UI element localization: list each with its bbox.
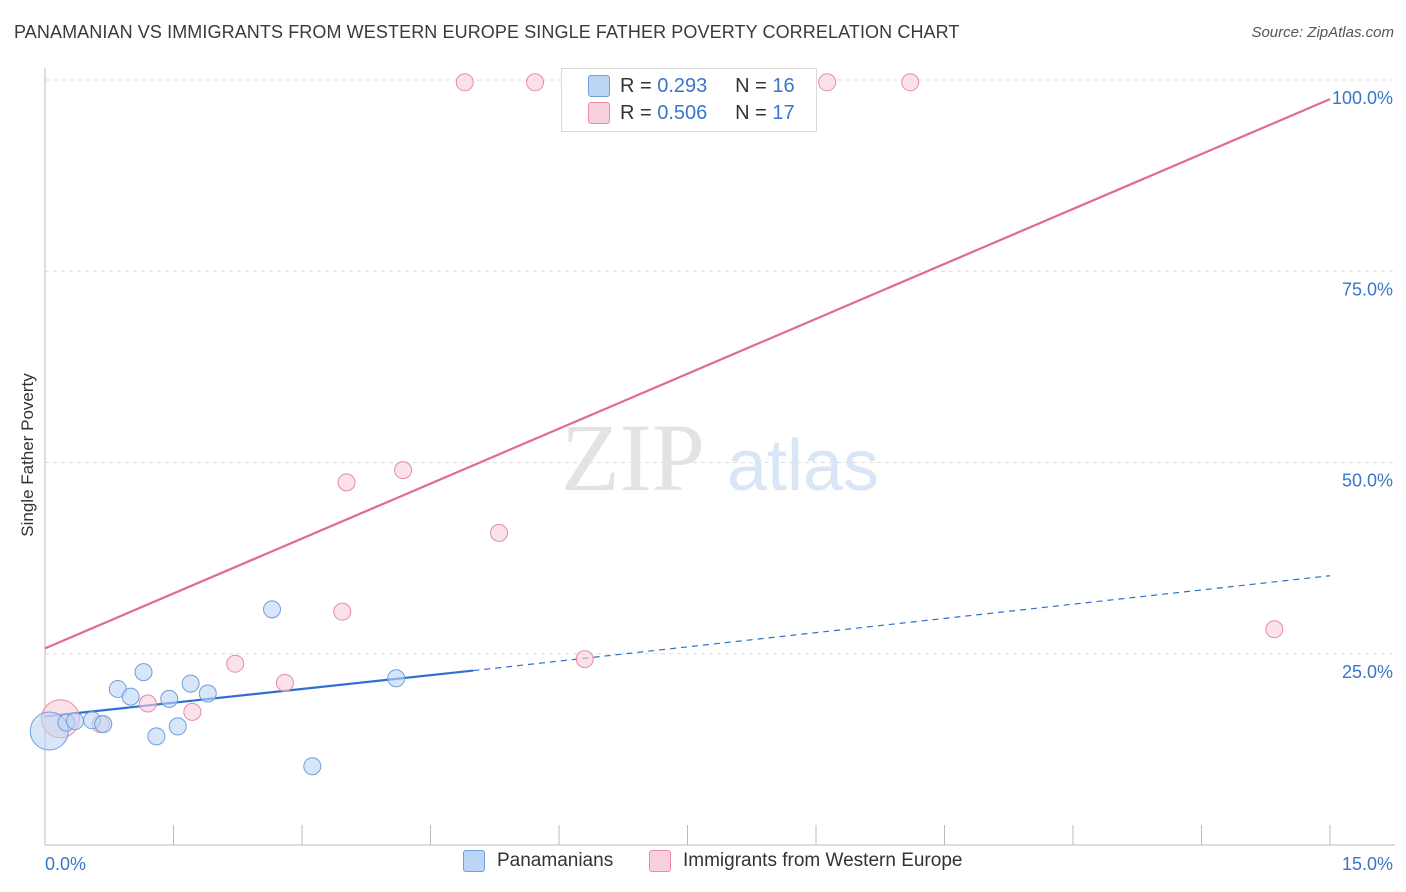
blue-data-point bbox=[181, 674, 200, 693]
x-tick-label: 15.0% bbox=[1342, 854, 1393, 874]
pink-data-point bbox=[575, 650, 594, 669]
chart-title: PANAMANIAN VS IMMIGRANTS FROM WESTERN EU… bbox=[14, 22, 960, 42]
y-tick-label: 50.0% bbox=[1342, 471, 1393, 491]
pink-data-point bbox=[490, 523, 509, 542]
legend-r-value: 0.293 bbox=[657, 74, 708, 97]
pink-data-point bbox=[1265, 620, 1284, 639]
legend-n-label: N = bbox=[735, 74, 767, 97]
correlation-legend: R = 0.293 N = 16 R = 0.506 N = 17 bbox=[561, 68, 817, 132]
axes-layer bbox=[44, 68, 1395, 846]
y-tick-label: 75.0% bbox=[1342, 279, 1393, 299]
blue-data-point bbox=[198, 684, 217, 703]
legend-swatch-pink bbox=[649, 850, 671, 872]
pink-data-point bbox=[138, 694, 157, 713]
legend-r-label: R = bbox=[620, 74, 652, 97]
legend-label: Panamanians bbox=[497, 850, 614, 871]
blue-data-point bbox=[263, 600, 282, 619]
blue-data-point bbox=[303, 757, 322, 776]
blue-trend-line bbox=[44, 669, 474, 718]
y-tick-label: 100.0% bbox=[1332, 88, 1393, 108]
pink-data-point bbox=[226, 654, 245, 673]
pink-data-point bbox=[455, 73, 474, 92]
pink-data-point bbox=[333, 602, 352, 621]
legend-swatch-blue bbox=[588, 75, 610, 97]
blue-data-point bbox=[121, 687, 140, 706]
legend-r-value: 0.506 bbox=[657, 101, 708, 124]
pink-data-point bbox=[818, 73, 837, 92]
grid-layer bbox=[45, 79, 1395, 655]
pink-data-point bbox=[394, 461, 413, 480]
legend-n-value: 17 bbox=[772, 101, 795, 124]
pink-data-point bbox=[901, 73, 920, 92]
series-legend: Panamanians Immigrants from Western Euro… bbox=[0, 850, 1406, 880]
pink-data-point bbox=[526, 73, 545, 92]
legend-swatch-blue bbox=[463, 850, 485, 872]
legend-n-label: N = bbox=[735, 101, 767, 124]
watermark: ZIP atlas bbox=[561, 404, 879, 511]
blue-data-point bbox=[147, 727, 166, 746]
legend-swatch-pink bbox=[588, 102, 610, 124]
blue-data-point bbox=[160, 689, 179, 708]
pink-trend-line bbox=[44, 98, 1331, 650]
pink-data-point bbox=[183, 702, 202, 721]
legend-r-label: R = bbox=[620, 101, 652, 124]
legend-n-value: 16 bbox=[772, 74, 795, 97]
blue-data-point bbox=[65, 712, 84, 731]
blue-data-point bbox=[134, 663, 153, 682]
legend-item-panamanians[interactable]: Panamanians bbox=[463, 850, 613, 872]
x-tick-label: 0.0% bbox=[45, 854, 86, 874]
legend-label: Immigrants from Western Europe bbox=[683, 850, 963, 871]
y-tick-label: 25.0% bbox=[1342, 662, 1393, 682]
pink-data-point bbox=[337, 473, 356, 492]
blue-data-point bbox=[94, 715, 113, 734]
tick-labels: 25.0% 50.0% 75.0% 100.0% 0.0% 15.0% bbox=[45, 88, 1393, 874]
blue-data-point bbox=[168, 717, 187, 736]
watermark-atlas: atlas bbox=[727, 426, 879, 506]
blue-trend-extension bbox=[473, 575, 1331, 672]
source-credit: Source: ZipAtlas.com bbox=[1251, 24, 1394, 41]
blue-data-point bbox=[387, 669, 406, 688]
watermark-zip: ZIP bbox=[561, 404, 705, 511]
pink-data-point bbox=[275, 673, 294, 692]
legend-item-western-europe[interactable]: Immigrants from Western Europe bbox=[649, 850, 962, 872]
